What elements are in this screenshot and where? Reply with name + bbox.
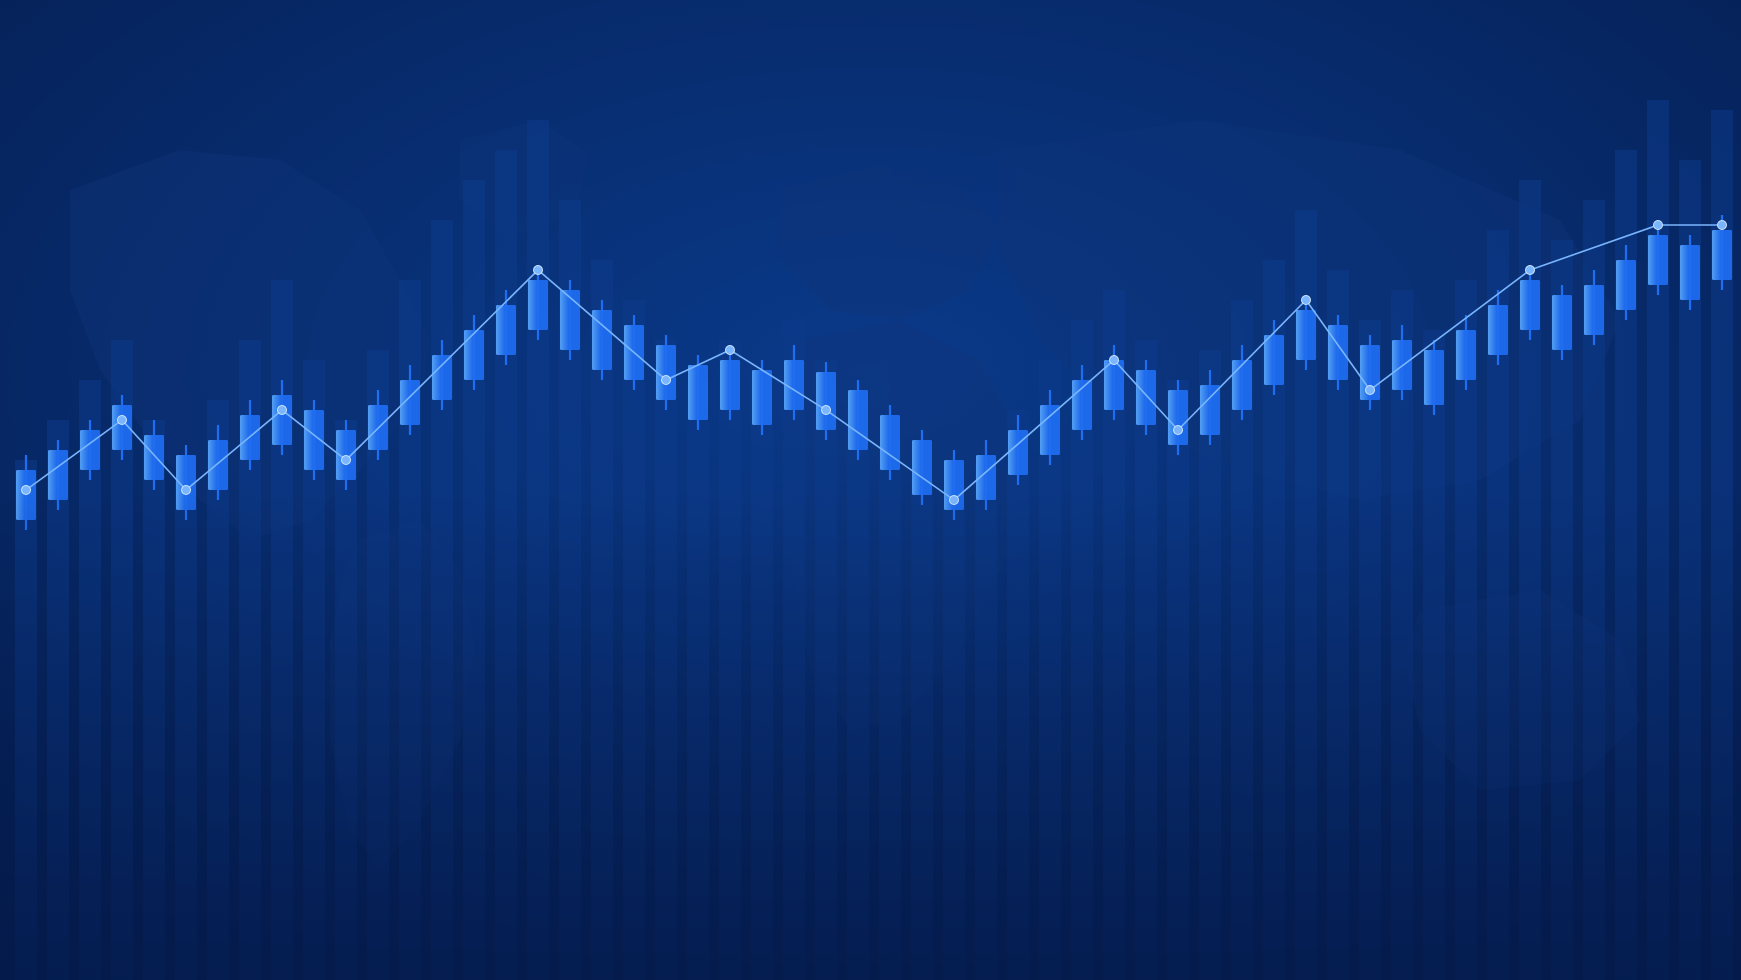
candle-body [496,305,516,355]
trend-marker [1366,386,1375,395]
candle-body [1584,285,1604,335]
candle-body [1552,295,1572,350]
candle-body [1424,350,1444,405]
candle-body [816,372,836,430]
candle-body [1296,310,1316,360]
candle-body [1488,305,1508,355]
candle-body [656,345,676,400]
trend-marker [1718,221,1727,230]
candle-body [1616,260,1636,310]
trend-marker [118,416,127,425]
candle-body [1328,325,1348,380]
candle-body [1168,390,1188,445]
financial-chart-infographic [0,0,1741,980]
candle-body [1712,230,1732,280]
candle-body [528,280,548,330]
candle-body [1008,430,1028,475]
trend-marker [1654,221,1663,230]
candle-body [1520,280,1540,330]
trend-marker [822,406,831,415]
candle-body [272,395,292,445]
trend-marker [1174,426,1183,435]
candle-body [1648,235,1668,285]
candle-body [1232,360,1252,410]
candle-body [1264,335,1284,385]
candle-body [688,365,708,420]
candle-body [1040,405,1060,455]
trend-marker [342,456,351,465]
candle-body [912,440,932,495]
bottom-fade-overlay [0,490,1741,980]
candle-body [1680,245,1700,300]
candle-body [464,330,484,380]
candle-body [432,355,452,400]
candle-body [560,290,580,350]
trend-marker [662,376,671,385]
candle-body [880,415,900,470]
trend-marker [1110,356,1119,365]
candle-body [1456,330,1476,380]
trend-marker [1302,296,1311,305]
candle-body [752,370,772,425]
trend-marker [726,346,735,355]
candle-body [208,440,228,490]
chart-canvas [0,0,1741,980]
trend-marker [534,266,543,275]
candle-body [848,390,868,450]
candle-body [1136,370,1156,425]
trend-marker [278,406,287,415]
candle-body [144,435,164,480]
trend-marker [1526,266,1535,275]
candle-body [1200,385,1220,435]
candle-body [720,360,740,410]
candle-body [80,430,100,470]
